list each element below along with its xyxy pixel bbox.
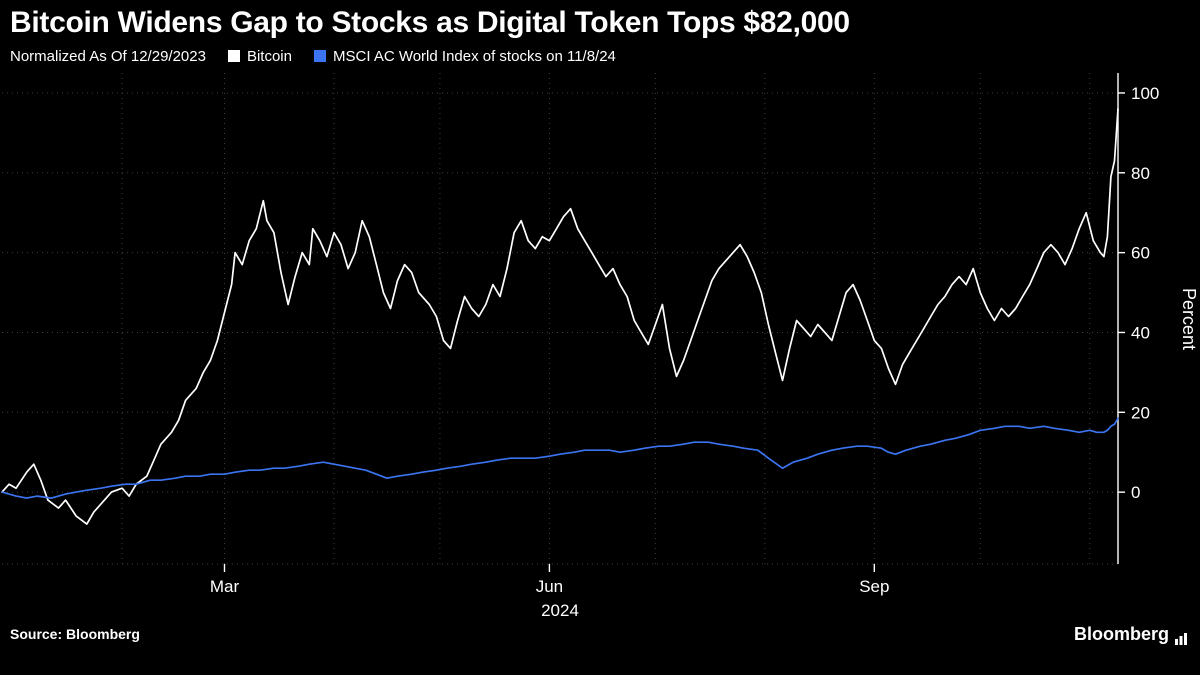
legend-label-msci: MSCI AC World Index of stocks on 11/8/24 xyxy=(332,47,616,65)
legend-label-bitcoin: Bitcoin xyxy=(246,47,292,65)
y-tick-label: 80 xyxy=(1131,163,1150,182)
x-tick-label: Mar xyxy=(210,577,240,596)
bloomberg-wordmark: Bloomberg xyxy=(1073,623,1169,644)
legend-note: Normalized As Of 12/29/2023 xyxy=(10,47,206,65)
y-tick-label: 100 xyxy=(1131,83,1159,102)
x-tick-label: Sep xyxy=(859,577,889,596)
bitcoin-line xyxy=(1,107,1119,525)
y-axis-title: Percent xyxy=(1179,287,1199,349)
msci-line xyxy=(1,416,1119,499)
legend-item-msci: MSCI AC World Index of stocks on 11/8/24 xyxy=(313,47,616,65)
msci-swatch-icon xyxy=(313,50,326,62)
chart-header: Bitcoin Widens Gap to Stocks as Digital … xyxy=(0,0,1200,65)
bloomberg-bars-icon xyxy=(1175,632,1187,645)
bitcoin-swatch-icon xyxy=(227,50,240,62)
source-value: Bloomberg xyxy=(66,626,140,642)
chart-canvas: 0 20 40 60 80 100 Mar Jun Sep 2024 Percent xyxy=(1,72,1199,620)
source-label: Source: xyxy=(10,626,63,642)
y-tick-label: 0 xyxy=(1131,483,1140,502)
legend-item-bitcoin: Bitcoin xyxy=(227,47,292,65)
x-axis-year-label: 2024 xyxy=(541,601,579,620)
source-line: Source: Bloomberg xyxy=(10,626,140,642)
chart-legend: Normalized As Of 12/29/2023 Bitcoin MSCI… xyxy=(10,48,1190,65)
bloomberg-logo: Bloomberg xyxy=(1074,624,1188,645)
y-tick-label: 20 xyxy=(1131,403,1150,422)
x-tick-label: Jun xyxy=(536,577,563,596)
y-tick-label: 40 xyxy=(1131,323,1150,342)
chart-footer: Source: Bloomberg Bloomberg xyxy=(0,624,1200,649)
y-tick-label: 60 xyxy=(1131,243,1150,262)
chart-area: 0 20 40 60 80 100 Mar Jun Sep 2024 Percent xyxy=(0,67,1200,630)
chart-title: Bitcoin Widens Gap to Stocks as Digital … xyxy=(10,6,850,39)
